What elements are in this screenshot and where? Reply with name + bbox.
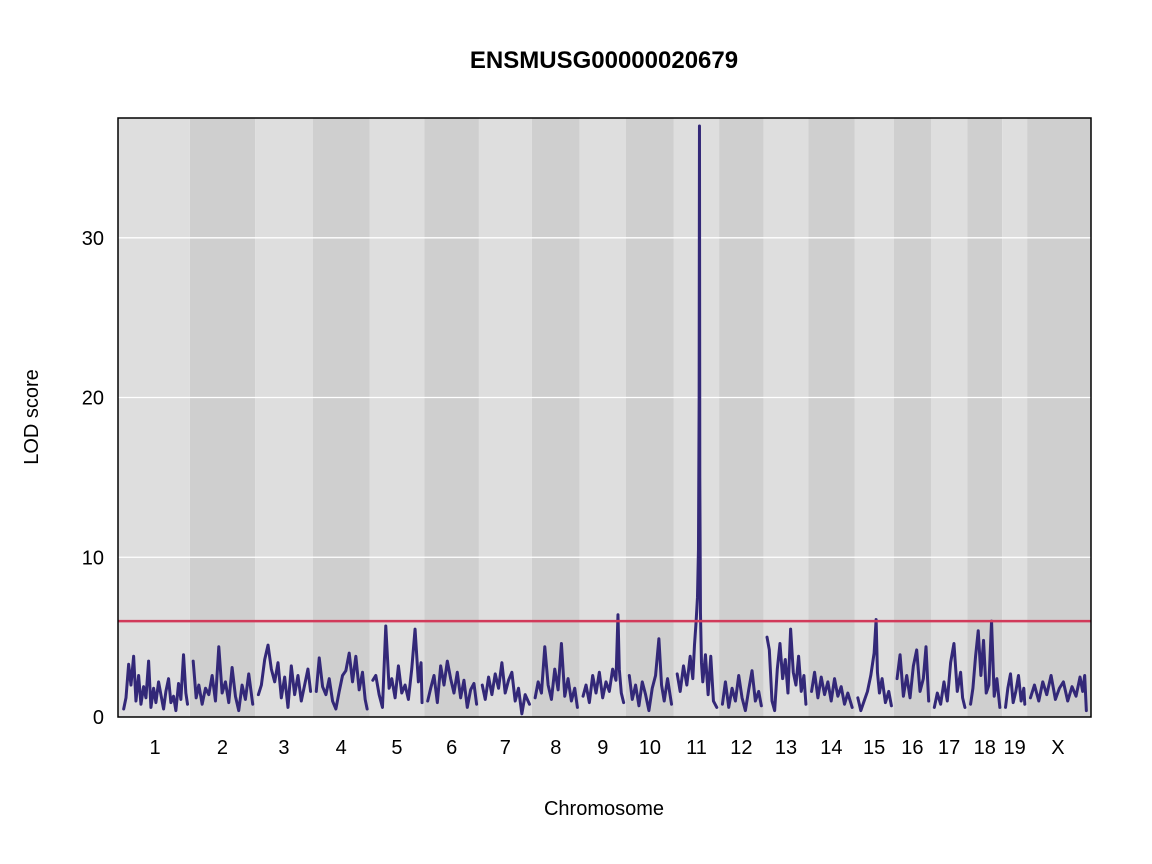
chromosome-band-7: [478, 118, 532, 717]
lod-line-chr-6: [426, 659, 479, 709]
chromosome-band-1: [118, 118, 190, 717]
lod-line-chr-9: [581, 613, 626, 705]
x-tick-label-11: 11: [686, 737, 707, 759]
x-tick-label-X: X: [1051, 737, 1064, 759]
x-tick-label-1: 1: [150, 737, 161, 759]
chromosome-band-17: [931, 118, 968, 717]
chromosome-band-15: [854, 118, 894, 717]
chromosome-band-3: [255, 118, 313, 717]
x-tick-label-10: 10: [639, 737, 661, 759]
chromosome-band-16: [893, 118, 931, 717]
y-axis-ticks: 0 10 20 30: [82, 228, 104, 729]
x-tick-label-16: 16: [901, 737, 923, 759]
lod-line-chr-13: [765, 627, 808, 713]
chromosome-band-5: [369, 118, 425, 717]
x-tick-label-7: 7: [500, 737, 511, 759]
lod-line-chr-3: [256, 643, 313, 709]
x-tick-label-18: 18: [974, 737, 996, 759]
lod-line-chr-18: [969, 619, 1002, 709]
x-tick-label-2: 2: [217, 737, 228, 759]
chart-title: ENSMUSG00000020679: [470, 47, 738, 74]
lod-line-chr-1: [122, 653, 190, 713]
x-tick-label-4: 4: [336, 737, 347, 759]
x-tick-label-13: 13: [775, 737, 797, 759]
lod-line-chr-7: [480, 661, 531, 716]
x-tick-label-17: 17: [938, 737, 960, 759]
x-tick-label-9: 9: [597, 737, 608, 759]
chromosome-band-10: [625, 118, 674, 717]
x-tick-label-15: 15: [863, 737, 885, 759]
y-axis-label: LOD score: [21, 369, 43, 465]
y-tick-label-10: 10: [82, 547, 104, 569]
lod-line-chr-19: [1004, 672, 1027, 709]
x-tick-label-19: 19: [1004, 737, 1026, 759]
plot-frame: [117, 117, 1092, 718]
lod-line-chr-8: [533, 642, 579, 709]
lod-line-chr-12: [720, 669, 763, 713]
x-tick-label-5: 5: [391, 737, 402, 759]
lod-line-chr-16: [895, 645, 931, 703]
chromosome-bands: [118, 118, 1091, 717]
chromosome-band-13: [763, 118, 809, 717]
x-axis-chromosome-labels: 1 2 3 4 5 6 7 8 9 10 11 12 13 14 15 16 17 18 19 X: [150, 737, 1065, 759]
lod-line-chr-11: [675, 124, 719, 709]
y-tick-label-20: 20: [82, 388, 104, 410]
x-tick-label-14: 14: [820, 737, 842, 759]
y-tick-label-0: 0: [93, 707, 104, 729]
lod-series-layer: [122, 124, 1088, 716]
x-tick-label-6: 6: [446, 737, 457, 759]
lod-line-chr-14: [810, 670, 854, 709]
chromosome-band-X: [1027, 118, 1091, 717]
x-tick-label-12: 12: [730, 737, 752, 759]
x-tick-label-3: 3: [278, 737, 289, 759]
x-tick-label-8: 8: [550, 737, 561, 759]
lod-line-chr-10: [627, 637, 674, 713]
chromosome-band-19: [1002, 118, 1028, 717]
chromosome-band-8: [531, 118, 580, 717]
lod-line-chr-2: [191, 645, 255, 713]
chromosome-band-14: [808, 118, 855, 717]
lod-line-chr-17: [932, 642, 967, 709]
x-axis-label: Chromosome: [544, 798, 664, 820]
lod-line-chr-15: [856, 618, 893, 713]
chromosome-band-18: [967, 118, 1003, 717]
lod-line-chr-5: [371, 624, 424, 709]
chromosome-band-2: [189, 118, 256, 717]
y-tick-label-30: 30: [82, 228, 104, 250]
chromosome-band-6: [424, 118, 479, 717]
lod-line-chr-X: [1028, 673, 1088, 713]
chromosome-band-12: [719, 118, 764, 717]
lod-line-chr-4: [314, 651, 369, 711]
y-gridlines: [118, 237, 1091, 558]
chromosome-band-4: [312, 118, 370, 717]
